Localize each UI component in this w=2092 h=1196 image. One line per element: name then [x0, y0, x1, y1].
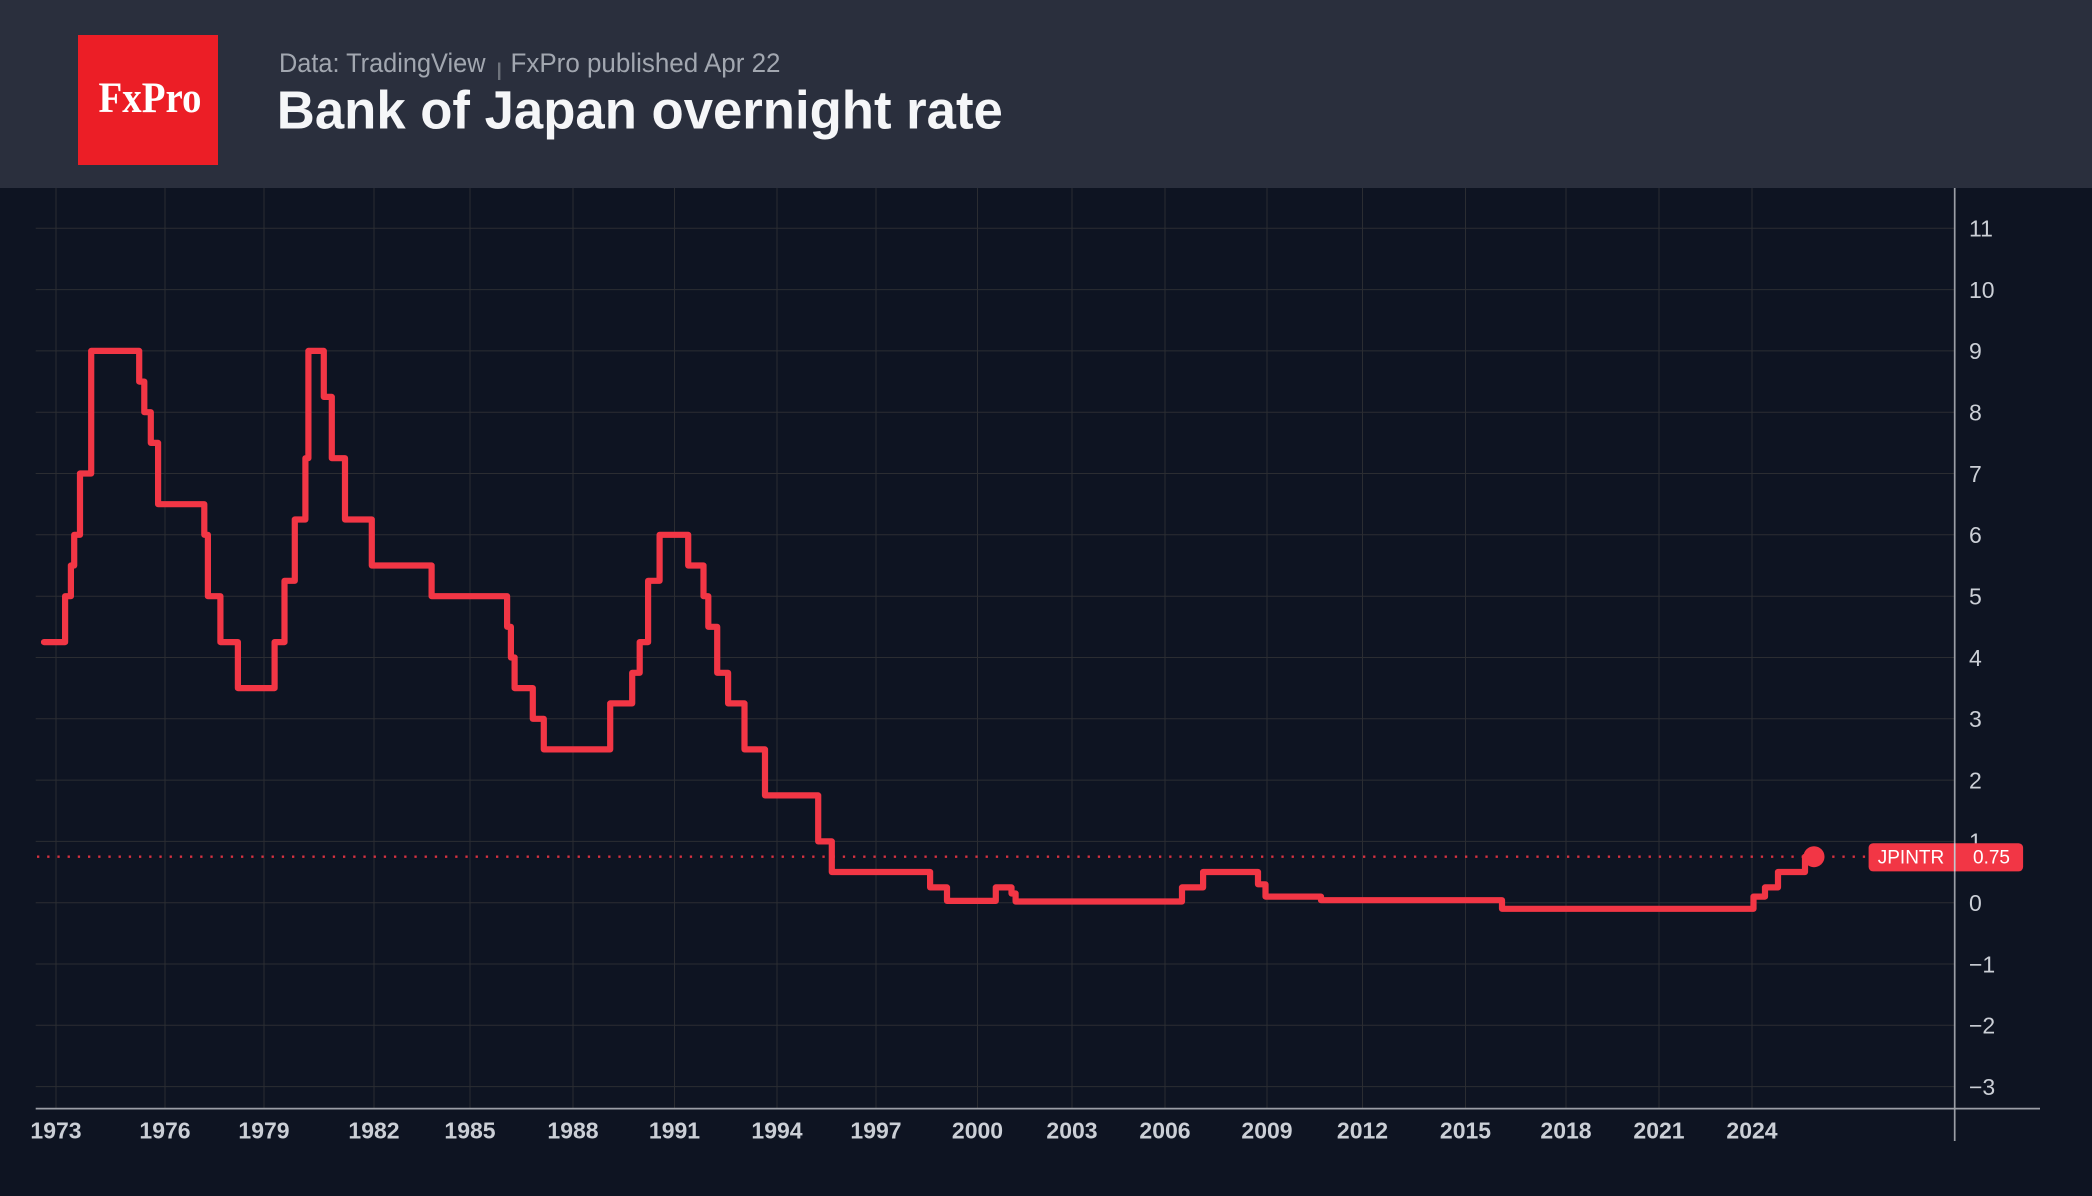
svg-text:2021: 2021 [1633, 1118, 1684, 1144]
svg-text:2000: 2000 [952, 1118, 1003, 1144]
svg-text:−3: −3 [1969, 1074, 1995, 1100]
svg-text:7: 7 [1969, 461, 1982, 487]
svg-text:Bank of Japan overnight rate: Bank of Japan overnight rate [277, 81, 1003, 141]
svg-text:11: 11 [1969, 216, 1993, 242]
svg-text:6: 6 [1969, 522, 1982, 548]
svg-text:1973: 1973 [30, 1118, 81, 1144]
svg-text:0: 0 [1969, 890, 1982, 916]
svg-text:1997: 1997 [850, 1118, 901, 1144]
svg-text:1979: 1979 [238, 1118, 289, 1144]
svg-text:8: 8 [1969, 400, 1982, 426]
svg-text:4: 4 [1969, 645, 1982, 671]
svg-text:FxPro: FxPro [99, 75, 202, 122]
svg-text:1988: 1988 [547, 1118, 598, 1144]
svg-text:2024: 2024 [1726, 1118, 1777, 1144]
svg-text:−2: −2 [1969, 1013, 1995, 1039]
svg-text:FxPro published Apr 22: FxPro published Apr 22 [511, 48, 781, 78]
svg-text:3: 3 [1969, 706, 1982, 732]
svg-text:JPINTR: JPINTR [1878, 848, 1945, 869]
svg-text:5: 5 [1969, 584, 1982, 610]
svg-text:2018: 2018 [1540, 1118, 1591, 1144]
svg-text:1991: 1991 [649, 1118, 700, 1144]
svg-text:9: 9 [1969, 338, 1982, 364]
svg-text:−1: −1 [1969, 951, 1995, 977]
svg-text:2003: 2003 [1046, 1118, 1097, 1144]
svg-text:2006: 2006 [1139, 1118, 1190, 1144]
svg-text:Data: TradingView: Data: TradingView [279, 48, 486, 78]
svg-text:1985: 1985 [444, 1118, 495, 1144]
svg-text:2009: 2009 [1241, 1118, 1292, 1144]
svg-text:2012: 2012 [1337, 1118, 1388, 1144]
svg-text:2015: 2015 [1440, 1118, 1491, 1144]
svg-text:1982: 1982 [348, 1118, 399, 1144]
svg-text:1976: 1976 [139, 1118, 190, 1144]
svg-text:2: 2 [1969, 767, 1982, 793]
svg-text:1994: 1994 [751, 1118, 802, 1144]
svg-text:0.75: 0.75 [1973, 848, 2010, 869]
svg-text:10: 10 [1969, 277, 1995, 303]
